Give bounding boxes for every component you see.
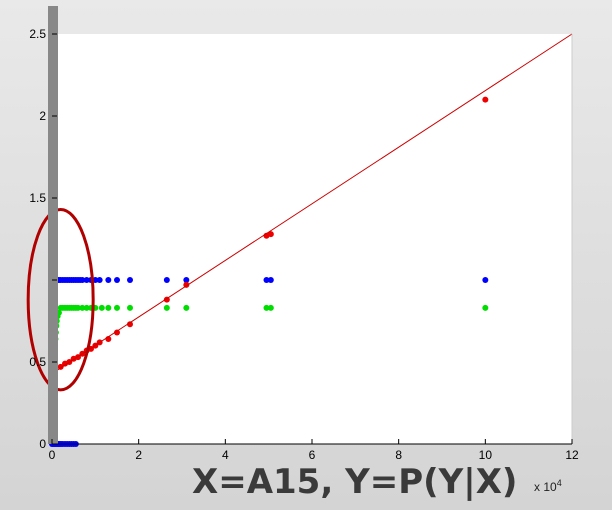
highlight-ellipse bbox=[26, 207, 95, 392]
x-tick-label: 8 bbox=[395, 448, 402, 462]
slide-caption: X=A15, Y=P(Y|X) bbox=[192, 462, 518, 502]
series-0-point-25 bbox=[183, 277, 190, 283]
series-0-point-17 bbox=[83, 277, 90, 283]
series-0-point-21 bbox=[105, 277, 112, 283]
series-2-point-16 bbox=[267, 231, 274, 238]
series-1-point-31 bbox=[263, 304, 270, 311]
x-multiplier-base: x 10 bbox=[534, 480, 557, 494]
series-2-point-11 bbox=[114, 329, 120, 336]
x-axis-multiplier: x 104 bbox=[534, 478, 562, 494]
series-0-point-24 bbox=[163, 277, 170, 283]
series-0-point-22 bbox=[114, 277, 120, 283]
series-1-point-33 bbox=[482, 304, 489, 311]
series-1-point-30 bbox=[183, 304, 190, 311]
plot-area bbox=[52, 34, 572, 444]
highlight-bar bbox=[48, 6, 58, 444]
series-1-point-32 bbox=[267, 304, 274, 311]
series-1-point-27 bbox=[114, 304, 120, 311]
y-tick-label: 2 bbox=[39, 109, 46, 123]
series-0-point-23 bbox=[127, 277, 133, 283]
x-tick-label: 12 bbox=[565, 448, 579, 462]
y-tick-label: 0.5 bbox=[29, 355, 46, 369]
series-1-point-26 bbox=[105, 304, 112, 311]
y-tick-label: 1.5 bbox=[29, 191, 46, 205]
x-tick-label: 10 bbox=[479, 448, 493, 462]
x-tick-label: 6 bbox=[309, 448, 316, 462]
series-0-point-20 bbox=[96, 277, 103, 283]
series-1-point-22 bbox=[83, 304, 90, 311]
series-1-point-21 bbox=[79, 304, 86, 311]
series-0-point-26 bbox=[263, 277, 270, 283]
fit-line bbox=[56, 33, 573, 371]
y-tick-label: 0 bbox=[39, 437, 46, 451]
series-0-point-27 bbox=[267, 277, 274, 283]
series-0-point-16 bbox=[79, 277, 86, 283]
series-1-point-29 bbox=[163, 304, 170, 311]
series-2-point-12 bbox=[127, 321, 133, 328]
x-multiplier-exponent: 4 bbox=[556, 478, 562, 488]
x-tick-label: 2 bbox=[135, 448, 142, 462]
series-0-point-28 bbox=[482, 277, 489, 283]
series-1-point-25 bbox=[98, 304, 105, 311]
y-tick-label: 2.5 bbox=[29, 27, 46, 41]
x-tick-label: 0 bbox=[49, 448, 56, 462]
x-tick-label: 4 bbox=[222, 448, 229, 462]
series-1-point-28 bbox=[127, 304, 133, 311]
series-2-point-17 bbox=[482, 96, 489, 103]
series-1-point-20 bbox=[75, 304, 81, 311]
